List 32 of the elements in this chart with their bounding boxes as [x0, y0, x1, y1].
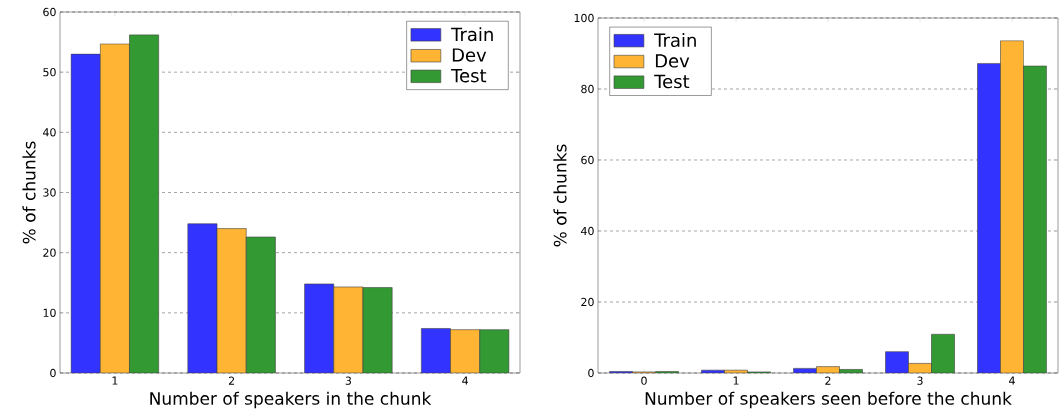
x-tick-label: 2: [228, 376, 235, 385]
y-tick-label: 80: [581, 84, 594, 94]
x-tick-label: 4: [1009, 376, 1015, 385]
x-tick-label: 4: [462, 376, 469, 385]
y-tick-label: 100: [574, 13, 594, 23]
x-tick-label: 3: [345, 376, 351, 385]
y-tick-label: 0: [50, 368, 56, 378]
y-tick-label: 10: [43, 308, 56, 317]
x-tick-label: 1: [112, 376, 118, 385]
x-tick-label: 3: [917, 376, 923, 385]
y-tick-label: 60: [581, 155, 594, 165]
legend-label: Dev: [452, 48, 487, 62]
y-tick-label: 50: [43, 68, 56, 77]
legend-label: Test: [451, 69, 487, 83]
x-tick-label: 2: [825, 376, 831, 385]
x-tick-label: 1: [733, 376, 739, 385]
y-tick-label: 20: [43, 248, 56, 257]
legend-label: Dev: [655, 54, 690, 68]
y-tick-label: 0: [588, 368, 594, 378]
y-tick-label: 40: [43, 128, 56, 137]
x-axis-title: Number of speakers in the chunk: [150, 391, 432, 409]
y-tick-label: 40: [581, 226, 594, 236]
legend-label: Test: [654, 74, 690, 89]
y-axis-title: % of chunks: [22, 141, 36, 244]
y-axis-title: % of chunks: [553, 144, 567, 247]
legend-label: Train: [451, 27, 493, 42]
x-axis-title: Number of speakers seen before the chunk: [645, 391, 1012, 409]
y-tick-label: 60: [43, 7, 56, 17]
y-tick-label: 20: [581, 297, 594, 307]
x-tick-label: 0: [641, 376, 647, 385]
y-tick-label: 30: [43, 188, 56, 197]
legend-label: Train: [654, 33, 696, 47]
